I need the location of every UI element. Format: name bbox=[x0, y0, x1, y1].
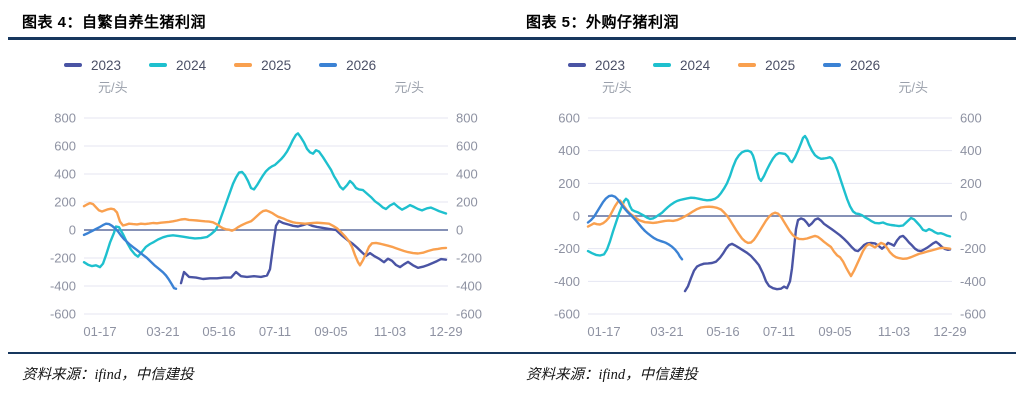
series-2024-line bbox=[586, 134, 952, 257]
legend-item-2024: 2024 bbox=[653, 58, 710, 73]
y-axis-tick-left: -400 bbox=[554, 274, 580, 289]
x-axis-tick: 07-11 bbox=[763, 324, 795, 339]
legend-label: 2023 bbox=[595, 57, 626, 73]
chart-panel-self-breeding-profit: 2023 2024 2025 2026 800 800 600 600 400 400 200 20… bbox=[8, 40, 512, 344]
series-2023-line bbox=[179, 219, 448, 285]
x-axis-tick: 12-29 bbox=[933, 324, 966, 339]
y-axis-tick-right: 0 bbox=[456, 223, 463, 238]
y-axis-tick-right: -600 bbox=[960, 307, 986, 322]
axis-unit-left: 元/头 bbox=[98, 80, 128, 95]
x-axis-tick: 11-03 bbox=[878, 324, 910, 339]
y-axis-tick-right: 800 bbox=[456, 111, 478, 126]
legend-label: 2023 bbox=[91, 57, 122, 73]
y-axis-tick-right: -200 bbox=[456, 251, 482, 266]
series-2024-line bbox=[82, 132, 448, 269]
x-axis-tick: 05-16 bbox=[202, 324, 235, 339]
source-note-right: 资料来源：ifind，中信建投 bbox=[526, 367, 698, 383]
axis-unit-right: 元/头 bbox=[394, 80, 424, 95]
legend: 2023 2024 2025 2026 bbox=[8, 54, 512, 76]
y-axis-tick-left: -600 bbox=[50, 307, 76, 322]
legend: 2023 2024 2025 2026 bbox=[512, 54, 1016, 76]
legend-item-2025: 2025 bbox=[234, 58, 291, 73]
y-axis-tick-right: 400 bbox=[960, 143, 982, 158]
sources-row: 资料来源：ifind，中信建投 资料来源：ifind，中信建投 bbox=[8, 352, 1016, 384]
y-axis-tick-right: 400 bbox=[456, 167, 478, 182]
legend-dash-icon bbox=[319, 63, 338, 67]
x-axis-tick: 12-29 bbox=[429, 324, 462, 339]
x-axis-tick: 03-21 bbox=[146, 324, 179, 339]
y-axis-tick-left: 200 bbox=[558, 176, 580, 191]
legend-label: 2025 bbox=[261, 57, 292, 73]
legend-dash-icon bbox=[64, 63, 82, 67]
legend-item-2023: 2023 bbox=[64, 58, 121, 73]
y-axis-tick-left: 600 bbox=[54, 139, 76, 154]
legend-item-2026: 2026 bbox=[823, 58, 880, 73]
x-axis-tick: 07-11 bbox=[259, 324, 291, 339]
y-axis-tick-right: -600 bbox=[456, 307, 482, 322]
y-axis-tick-right: 200 bbox=[456, 195, 478, 210]
series-2025-line bbox=[586, 199, 952, 278]
legend-label: 2026 bbox=[346, 57, 377, 73]
legend-dash-icon bbox=[234, 63, 253, 67]
series-2026-line bbox=[82, 222, 178, 291]
legend-item-2025: 2025 bbox=[738, 58, 795, 73]
legend-dash-icon bbox=[149, 63, 168, 67]
chart-panel-purchased-piglet-profit: 2023 2024 2025 2026 600 600 400 400 200 200 0 0 -20… bbox=[512, 40, 1016, 344]
legend-label: 2024 bbox=[176, 57, 207, 73]
series-2023-line bbox=[683, 217, 952, 293]
legend-dash-icon bbox=[823, 63, 842, 67]
legend-label: 2025 bbox=[765, 57, 796, 73]
titles-row: 图表 4：自繁自养生猪利润 图表 5：外购仔猪利润 bbox=[8, 0, 1016, 40]
y-axis-tick-left: -400 bbox=[50, 279, 76, 294]
legend-dash-icon bbox=[653, 63, 672, 67]
y-axis-tick-left: 600 bbox=[558, 111, 580, 126]
y-axis-tick-left: 400 bbox=[54, 167, 76, 182]
x-axis-tick: 01-17 bbox=[83, 324, 116, 339]
charts-row: 2023 2024 2025 2026 800 800 600 600 400 400 200 20… bbox=[0, 40, 1024, 344]
x-axis-tick: 09-05 bbox=[314, 324, 347, 339]
line-chart-purchased-piglet-profit: 600 600 400 400 200 200 0 0 -200 -200 -400 -400 -600… bbox=[554, 80, 986, 339]
y-axis-tick-left: 200 bbox=[54, 195, 76, 210]
legend-item-2026: 2026 bbox=[319, 58, 376, 73]
y-axis-tick-left: -200 bbox=[50, 251, 76, 266]
y-axis-tick-left: -200 bbox=[554, 241, 580, 256]
x-axis-tick: 05-16 bbox=[706, 324, 739, 339]
line-chart-self-breeding-profit: 800 800 600 600 400 400 200 200 0 0 -200 -200 -400 -4… bbox=[50, 80, 482, 339]
legend-item-2024: 2024 bbox=[149, 58, 206, 73]
y-axis-tick-left: 0 bbox=[573, 209, 580, 224]
y-axis-tick-left: 0 bbox=[69, 223, 76, 238]
chart-4-title: 图表 4：自繁自养生猪利润 bbox=[22, 14, 207, 31]
y-axis-tick-right: -200 bbox=[960, 241, 986, 256]
y-axis-tick-right: 200 bbox=[960, 176, 982, 191]
x-axis-tick: 09-05 bbox=[818, 324, 851, 339]
y-axis-tick-left: 400 bbox=[558, 143, 580, 158]
x-axis-tick: 03-21 bbox=[650, 324, 683, 339]
y-axis-tick-right: -400 bbox=[456, 279, 482, 294]
axis-unit-right: 元/头 bbox=[898, 80, 928, 95]
x-axis-tick: 11-03 bbox=[374, 324, 406, 339]
legend-dash-icon bbox=[568, 63, 586, 67]
legend-label: 2024 bbox=[680, 57, 711, 73]
x-axis-tick: 01-17 bbox=[587, 324, 620, 339]
y-axis-tick-left: 800 bbox=[54, 111, 76, 126]
y-axis-tick-right: 600 bbox=[960, 111, 982, 126]
legend-label: 2026 bbox=[850, 57, 881, 73]
series-2025-line bbox=[82, 201, 448, 267]
source-note-left: 资料来源：ifind，中信建投 bbox=[22, 367, 194, 383]
series-2026-line bbox=[586, 194, 684, 261]
y-axis-tick-right: 600 bbox=[456, 139, 478, 154]
axis-unit-left: 元/头 bbox=[602, 80, 632, 95]
y-axis-tick-right: 0 bbox=[960, 209, 967, 224]
legend-item-2023: 2023 bbox=[568, 58, 625, 73]
chart-5-title: 图表 5：外购仔猪利润 bbox=[526, 14, 680, 31]
y-axis-tick-left: -600 bbox=[554, 307, 580, 322]
y-axis-tick-right: -400 bbox=[960, 274, 986, 289]
legend-dash-icon bbox=[738, 63, 757, 67]
